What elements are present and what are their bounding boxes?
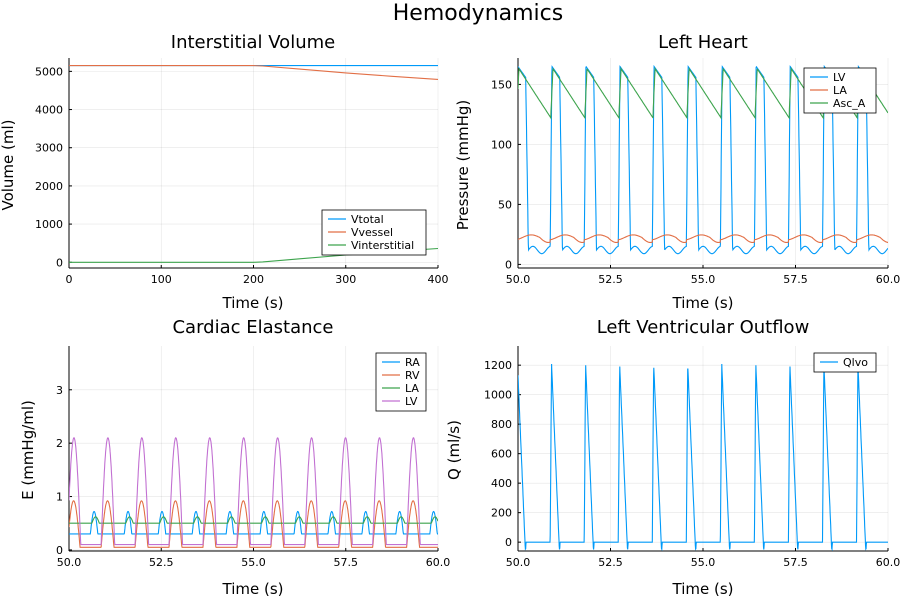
x-tick-label: 50.0 — [506, 273, 531, 286]
panel-interstitial-volume: Interstitial Volume 0 100 200 300 4000100020… — [0, 32, 449, 312]
x-tick-label: 200 — [243, 273, 264, 286]
legend-label: RA — [405, 356, 420, 369]
y-tick-label: 3 — [56, 384, 63, 397]
x-tick-label: 60.0 — [876, 556, 900, 569]
legend-label: Vtotal — [351, 213, 384, 226]
x-tick-label: 52.5 — [149, 556, 174, 569]
y-tick-label: 0 — [56, 544, 63, 557]
y-tick-label: 4000 — [35, 104, 63, 117]
panel-title: Left Heart — [658, 32, 748, 53]
series-line-lv — [69, 437, 438, 546]
y-tick-label: 1200 — [484, 359, 512, 372]
x-tick-label: 52.5 — [598, 556, 623, 569]
y-tick-label: 1000 — [35, 218, 63, 231]
x-tick-label: 57.5 — [783, 556, 808, 569]
legend-label: LA — [405, 382, 419, 395]
panel-title: Interstitial Volume — [171, 32, 335, 53]
y-tick-label: 2000 — [35, 180, 63, 193]
legend-label: RV — [405, 369, 420, 382]
y-tick-label: 600 — [491, 448, 512, 461]
x-axis-label: Time (s) — [222, 580, 284, 598]
y-axis-label: E (mmHg/ml) — [19, 400, 37, 500]
panel-title: Cardiac Elastance — [172, 317, 333, 338]
panel-title: Left Ventricular Outflow — [597, 317, 810, 338]
x-tick-label: 60.0 — [876, 273, 900, 286]
x-tick-label: 55.0 — [241, 556, 266, 569]
x-tick-label: 400 — [428, 273, 449, 286]
x-tick-label: 52.5 — [598, 273, 623, 286]
x-axis-label: Time (s) — [222, 294, 284, 312]
x-tick-label: 57.5 — [334, 556, 359, 569]
y-axis-label: Volume (ml) — [0, 119, 17, 210]
panel-left-heart: Left Heart 50.0 52.5 55.0 57.5 60.0 0 50 100 150… — [454, 32, 900, 312]
x-tick-label: 60.0 — [426, 556, 451, 569]
y-tick-label: 800 — [491, 418, 512, 431]
x-tick-label: 0 — [66, 273, 73, 286]
suptitle: Hemodynamics — [393, 1, 563, 26]
y-tick-label: 1000 — [484, 389, 512, 402]
x-tick-label: 55.0 — [691, 556, 716, 569]
y-tick-label: 0 — [56, 256, 63, 269]
x-tick-label: 50.0 — [57, 556, 82, 569]
y-tick-label: 200 — [491, 507, 512, 520]
series-line-qlvo — [518, 363, 888, 551]
legend-label: LV — [405, 395, 418, 408]
y-tick-label: 2 — [56, 437, 63, 450]
y-tick-label: 3000 — [35, 142, 63, 155]
x-tick-label: 50.0 — [506, 556, 531, 569]
legend-label: LA — [833, 84, 847, 97]
series-line-la — [518, 234, 888, 243]
y-tick-label: 0 — [505, 258, 512, 271]
y-tick-label: 1 — [56, 491, 63, 504]
legend-label: Asc_A — [833, 97, 866, 110]
y-tick-label: 50 — [498, 198, 512, 211]
series-line-rv — [69, 500, 438, 548]
legend-label: Qlvo — [843, 356, 868, 369]
y-tick-label: 100 — [491, 138, 512, 151]
y-axis-label: Q (ml/s) — [445, 420, 463, 480]
panel-cardiac-elastance: Cardiac Elastance 50.0 52.5 55.0 57.5 60.0 0 1… — [19, 317, 450, 598]
x-tick-label: 300 — [335, 273, 356, 286]
y-tick-label: 400 — [491, 477, 512, 490]
legend-box — [375, 352, 427, 412]
x-tick-label: 100 — [151, 273, 172, 286]
legend-label: Vinterstitial — [351, 239, 414, 252]
x-axis-label: Time (s) — [672, 294, 734, 312]
legend-label: LV — [833, 71, 846, 84]
y-tick-label: 0 — [505, 536, 512, 549]
legend: Qlvo — [813, 352, 877, 373]
legend-label: Vvessel — [351, 226, 393, 239]
panel-left-ventricular-outflow: Left Ventricular Outflow 50.0 52.5 55.0 57.… — [445, 317, 900, 598]
series-line-la — [69, 516, 438, 524]
x-tick-label: 57.5 — [783, 273, 808, 286]
series-line-vvessel — [69, 65, 438, 80]
legend-box — [813, 352, 877, 373]
x-tick-label: 55.0 — [691, 273, 716, 286]
series-line-ra — [69, 510, 438, 535]
y-axis-label: Pressure (mmHg) — [454, 100, 472, 231]
y-tick-label: 5000 — [35, 65, 63, 78]
x-axis-label: Time (s) — [672, 580, 734, 598]
y-tick-label: 150 — [491, 78, 512, 91]
